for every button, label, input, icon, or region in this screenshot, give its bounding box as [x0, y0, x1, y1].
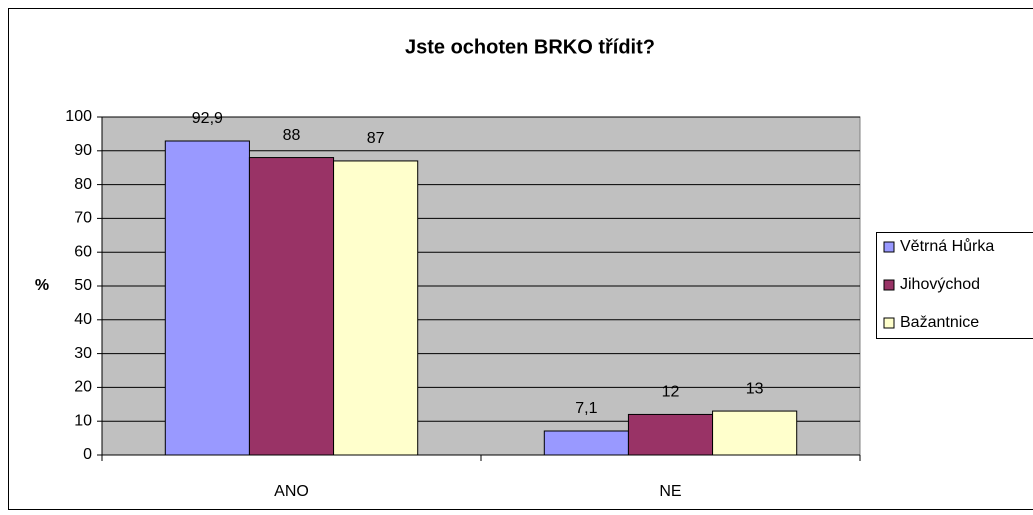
legend-box: [876, 232, 1033, 339]
y-tick-label: 0: [83, 446, 92, 463]
y-tick-label: 90: [74, 142, 92, 159]
y-tick-label: 10: [74, 412, 92, 429]
y-tick-label: 80: [74, 176, 92, 193]
y-tick-label: 50: [74, 277, 92, 294]
bar: [164, 140, 250, 456]
value-label: 13: [746, 380, 764, 397]
y-tick-label: 60: [74, 243, 92, 260]
legend-label: Jihovýchod: [900, 276, 980, 293]
legend-swatch: [883, 241, 895, 253]
y-tick-label: 40: [74, 311, 92, 328]
x-tick-label: NE: [659, 483, 681, 500]
y-tick-label: 70: [74, 210, 92, 227]
bar: [333, 160, 419, 456]
legend-swatch: [883, 317, 895, 329]
bar: [712, 410, 798, 456]
legend-swatch: [883, 279, 895, 291]
bar: [248, 157, 335, 456]
value-label: 88: [283, 127, 301, 144]
y-tick-label: 30: [74, 345, 92, 362]
chart-title: Jste ochoten BRKO třídit?: [405, 36, 655, 58]
y-axis-label: %: [35, 277, 49, 294]
x-tick-label: ANO: [274, 483, 309, 500]
value-label: 7,1: [575, 400, 597, 417]
y-tick-label: 100: [65, 108, 92, 125]
value-label: 12: [662, 384, 680, 401]
bar: [543, 430, 629, 456]
value-label: 87: [367, 130, 385, 147]
value-label: 92,9: [192, 110, 223, 127]
legend-label: Větrná Hůrka: [900, 237, 994, 255]
legend-label: Bažantnice: [900, 314, 979, 331]
bar: [627, 413, 714, 456]
y-tick-label: 20: [74, 379, 92, 396]
